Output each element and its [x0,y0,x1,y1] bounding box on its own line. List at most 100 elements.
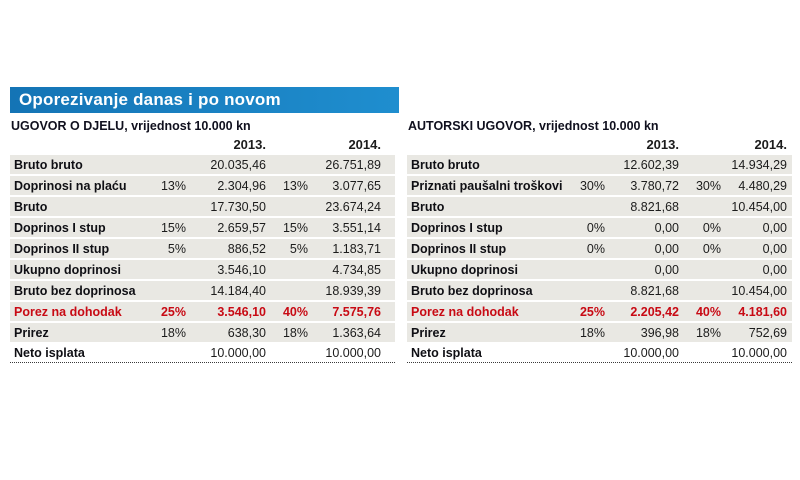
table-row: Doprinosi na plaću 13% 2.304,96 13% 3.077,65 [10,176,395,195]
value-2013: 2.659,57 [217,220,266,235]
column-header-2013: 2013. [233,137,266,152]
row-label: Neto isplata [14,346,85,360]
title-bar: Oporezivanje danas i po novom [10,87,399,113]
pct-2014: 5% [289,241,308,256]
table-row: Doprinos I stup 15% 2.659,57 15% 3.551,14 [10,218,395,237]
table-body: Bruto bruto 20.035,46 26.751,89 Doprinosi n… [10,155,395,363]
row-label: Doprinos II stup [411,241,507,256]
value-2014: 14.934,29 [731,157,787,172]
row-label: Bruto bez doprinosa [411,283,533,298]
tables-container: UGOVOR O DJELU, vrijednost 10.000 kn 201… [10,117,792,365]
value-2014: 4.480,29 [738,178,787,193]
pct-2014: 0% [702,241,721,256]
pct-2013: 15% [160,220,186,235]
table-ugovor-o-djelu: UGOVOR O DJELU, vrijednost 10.000 kn 201… [10,117,395,365]
row-label: Bruto bruto [411,157,480,172]
value-2013: 10.000,00 [210,346,266,360]
page-title: Oporezivanje danas i po novom [19,90,281,109]
table-row: Neto isplata 10.000,00 10.000,00 [407,344,792,363]
row-label: Priznati paušalni troškovi [411,178,563,193]
table-title: AUTORSKI UGOVOR, vrijednost 10.000 kn [408,119,659,133]
table-row: Porez na dohodak 25% 2.205,42 40% 4.181,60 [407,302,792,321]
value-2013: 10.000,00 [623,346,679,360]
pct-2013: 18% [579,325,605,340]
row-label: Prirez [411,325,446,340]
pct-2013: 30% [579,178,605,193]
value-2014: 10.000,00 [731,346,787,360]
column-header-2014: 2014. [348,137,381,152]
table-row: Bruto bruto 20.035,46 26.751,89 [10,155,395,174]
table-row: Ukupno doprinosi 0,00 0,00 [407,260,792,279]
value-2014: 4.734,85 [332,262,381,277]
value-2013: 0,00 [654,220,679,235]
row-label: Porez na dohodak [411,304,519,319]
table-row: Bruto bruto 12.602,39 14.934,29 [407,155,792,174]
table-body: Bruto bruto 12.602,39 14.934,29 Priznati pa… [407,155,792,363]
table-row: Doprinos II stup 5% 886,52 5% 1.183,71 [10,239,395,258]
pct-2013: 5% [167,241,186,256]
value-2013: 0,00 [654,262,679,277]
value-2013: 20.035,46 [210,157,266,172]
row-label: Doprinos I stup [14,220,106,235]
value-2014: 0,00 [762,262,787,277]
row-label: Doprinos II stup [14,241,110,256]
pct-2013: 25% [160,304,186,319]
pct-2014: 18% [695,325,721,340]
pct-2014: 18% [282,325,308,340]
value-2014: 10.454,00 [731,199,787,214]
value-2013: 2.205,42 [630,304,679,319]
column-header-row: 2013. 2014. [407,136,792,153]
pct-2014: 40% [695,304,721,319]
table-row: Doprinos I stup 0% 0,00 0% 0,00 [407,218,792,237]
column-header-2013: 2013. [646,137,679,152]
pct-2013: 25% [579,304,605,319]
value-2013: 396,98 [640,325,679,340]
value-2013: 3.546,10 [217,304,266,319]
row-label: Doprinosi na plaću [14,178,127,193]
row-label: Bruto bez doprinosa [14,283,136,298]
value-2013: 0,00 [654,241,679,256]
value-2014: 752,69 [748,325,787,340]
table-row: Prirez 18% 396,98 18% 752,69 [407,323,792,342]
table-row: Doprinos II stup 0% 0,00 0% 0,00 [407,239,792,258]
table-title: UGOVOR O DJELU, vrijednost 10.000 kn [11,119,251,133]
table-row: Prirez 18% 638,30 18% 1.363,64 [10,323,395,342]
value-2014: 3.551,14 [332,220,381,235]
row-label: Bruto [411,199,445,214]
value-2013: 12.602,39 [623,157,679,172]
column-header-row: 2013. 2014. [10,136,395,153]
value-2014: 3.077,65 [332,178,381,193]
pct-2014: 13% [282,178,308,193]
table-row: Bruto bez doprinosa 14.184,40 18.939,39 [10,281,395,300]
value-2014: 4.181,60 [738,304,787,319]
column-header-2014: 2014. [754,137,787,152]
value-2013: 3.546,10 [217,262,266,277]
value-2013: 2.304,96 [217,178,266,193]
pct-2013: 0% [586,241,605,256]
value-2013: 886,52 [227,241,266,256]
table-row: Porez na dohodak 25% 3.546,10 40% 7.575,76 [10,302,395,321]
table-row: Neto isplata 10.000,00 10.000,00 [10,344,395,363]
value-2014: 0,00 [762,241,787,256]
row-label: Doprinos I stup [411,220,503,235]
pct-2014: 15% [282,220,308,235]
row-label: Bruto [14,199,48,214]
table-row: Ukupno doprinosi 3.546,10 4.734,85 [10,260,395,279]
pct-2013: 13% [160,178,186,193]
row-label: Bruto bruto [14,157,83,172]
table-autorski-ugovor: AUTORSKI UGOVOR, vrijednost 10.000 kn 20… [407,117,792,365]
value-2014: 0,00 [762,220,787,235]
content: Oporezivanje danas i po novom UGOVOR O D… [10,87,792,365]
value-2014: 10.454,00 [731,283,787,298]
table-row: Bruto 8.821,68 10.454,00 [407,197,792,216]
row-label: Neto isplata [411,346,482,360]
value-2013: 8.821,68 [630,199,679,214]
row-label: Prirez [14,325,49,340]
pct-2014: 0% [702,220,721,235]
value-2014: 7.575,76 [332,304,381,319]
row-label: Porez na dohodak [14,304,122,319]
value-2013: 14.184,40 [210,283,266,298]
row-label: Ukupno doprinosi [14,262,121,277]
pct-2014: 40% [282,304,308,319]
